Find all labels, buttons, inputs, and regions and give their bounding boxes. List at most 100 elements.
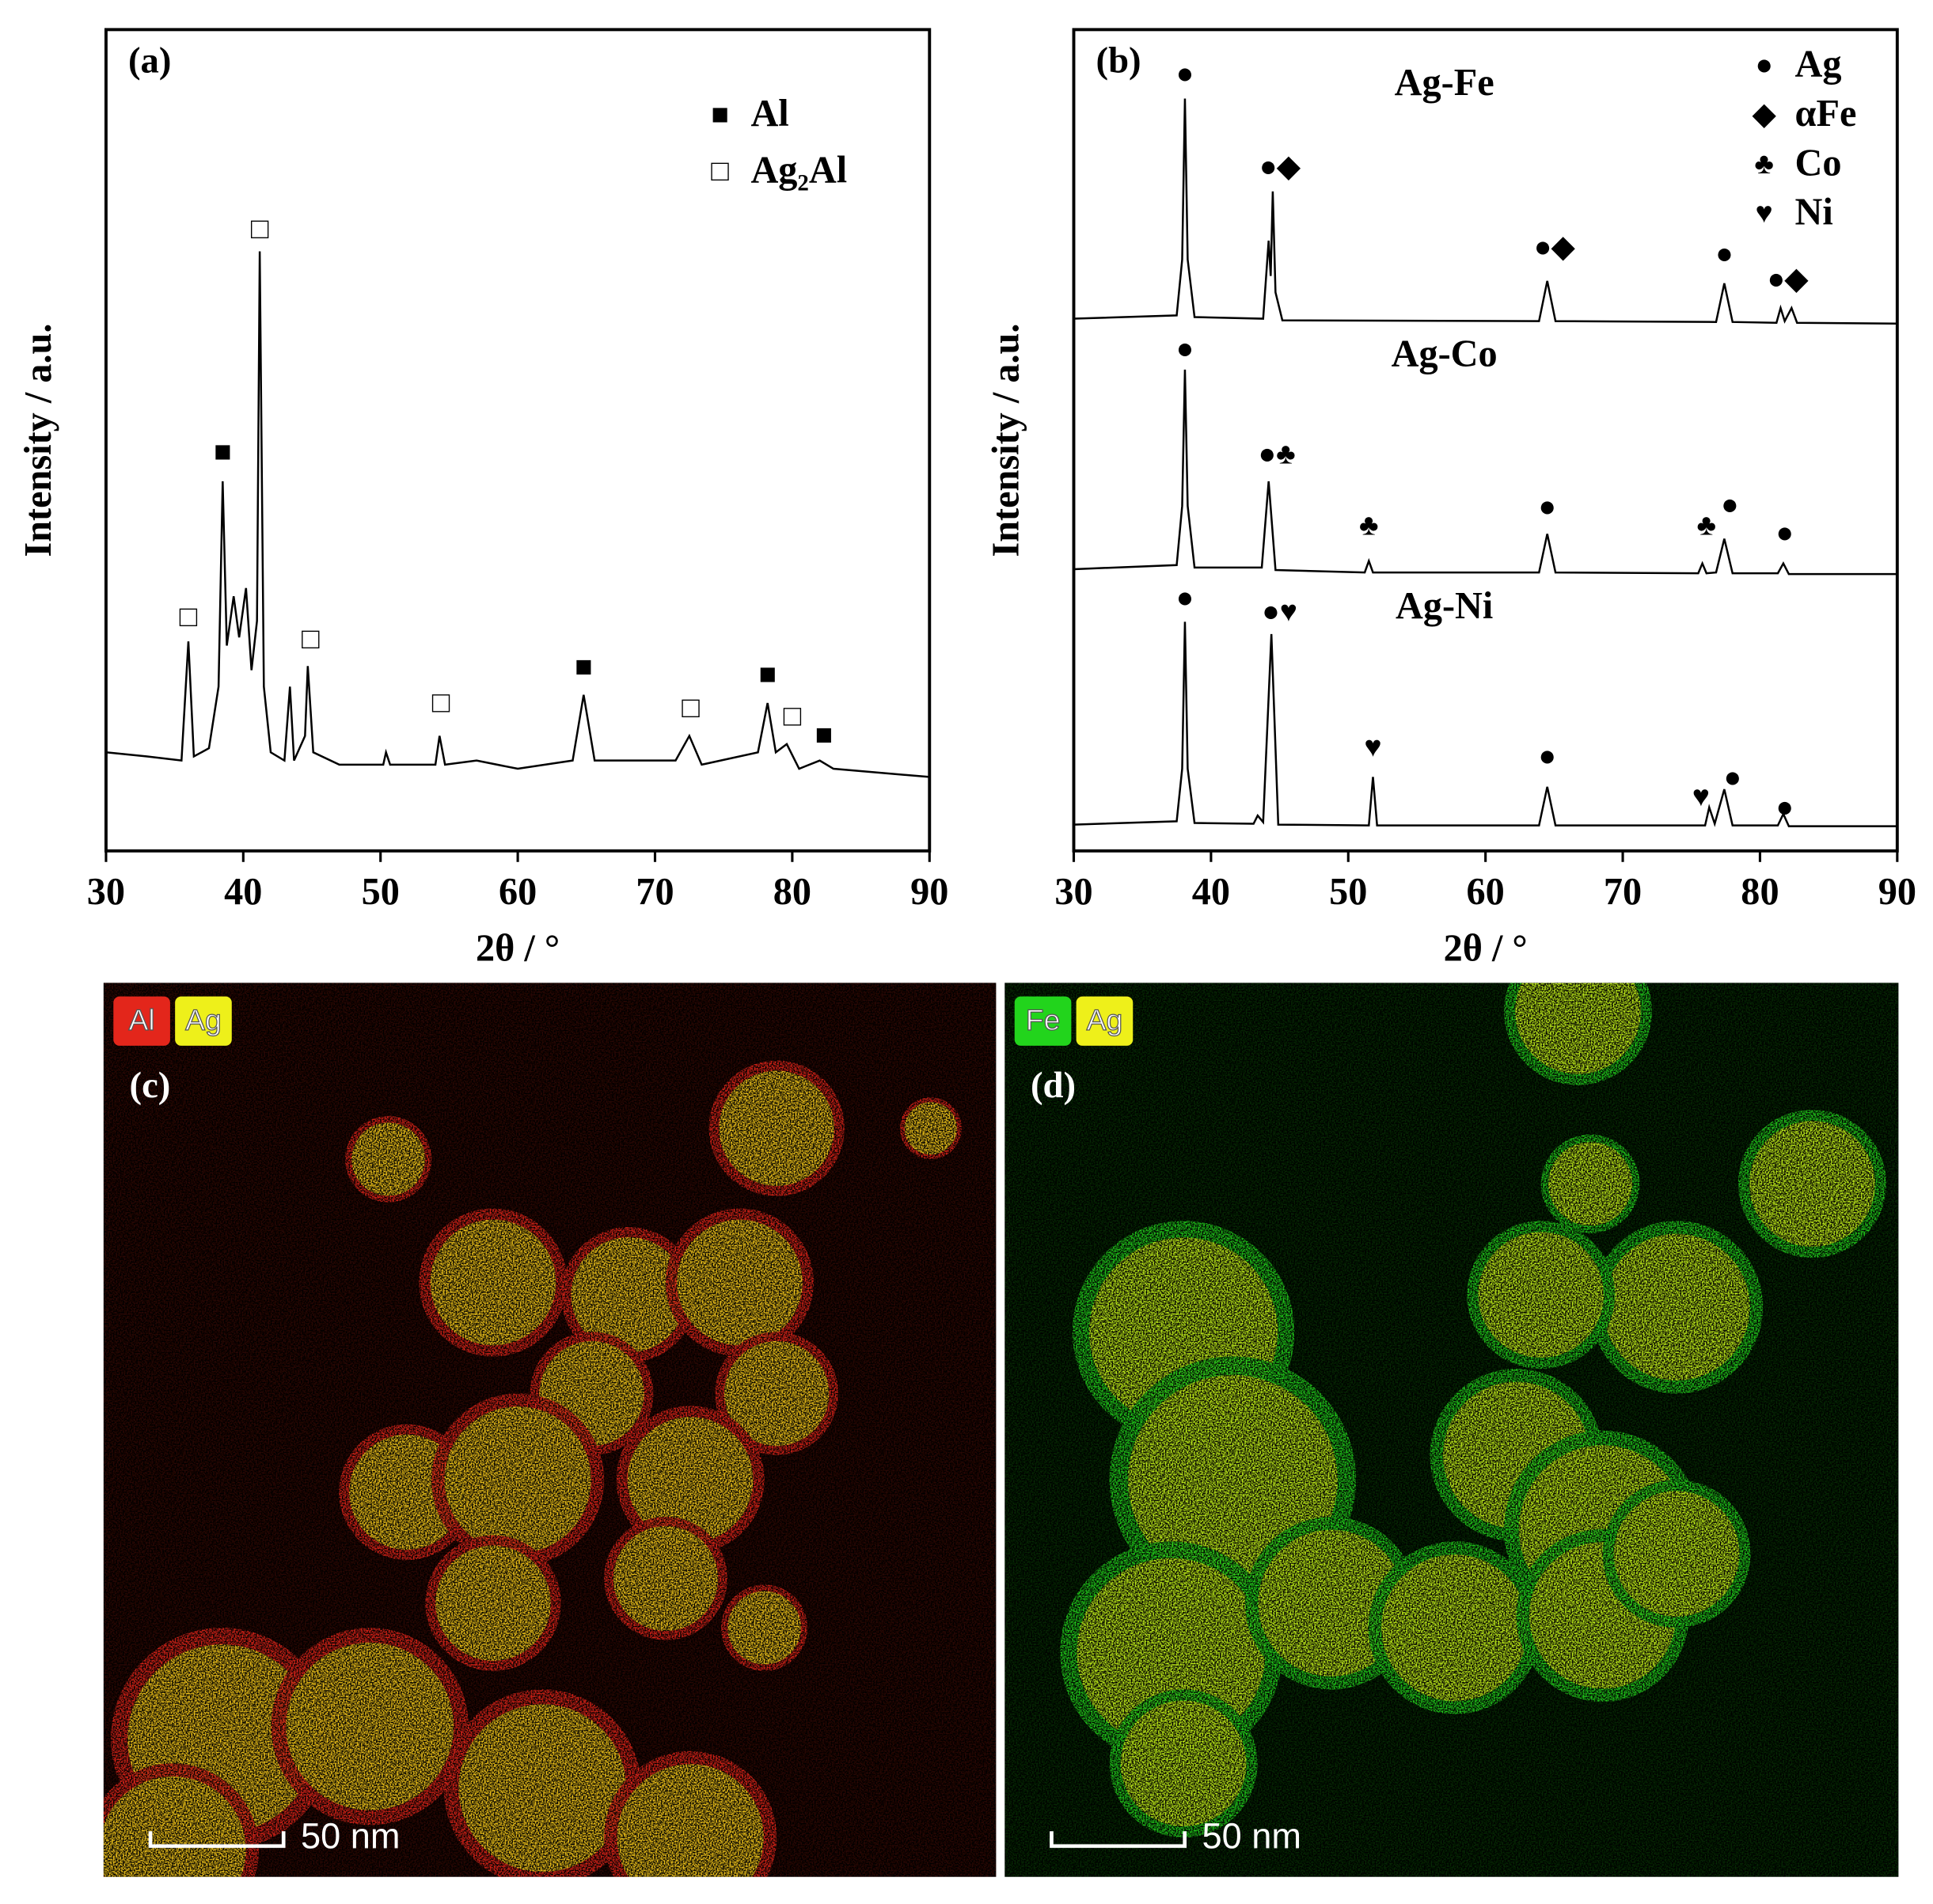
element-badge bbox=[175, 996, 232, 1046]
panel-label: (c) bbox=[130, 1065, 171, 1106]
particle-core bbox=[571, 1237, 687, 1353]
particle-core bbox=[617, 1764, 764, 1877]
peak-marker: ■ bbox=[815, 719, 833, 751]
particle-core bbox=[727, 1590, 801, 1665]
particle-core bbox=[351, 1122, 425, 1196]
peak-marker: ■ bbox=[758, 658, 777, 690]
particle-core bbox=[1478, 1232, 1605, 1358]
particle-core bbox=[719, 1070, 834, 1187]
x-tick-label: 80 bbox=[773, 871, 811, 913]
particle-core bbox=[1120, 1700, 1247, 1826]
peak-marker: ●♥ bbox=[1262, 596, 1297, 629]
panel-label: (b) bbox=[1096, 40, 1141, 82]
peak-marker: ● bbox=[1176, 582, 1194, 614]
x-tick-label: 70 bbox=[636, 871, 674, 913]
legend-label: Ni bbox=[1795, 192, 1833, 234]
legend-label: Ag bbox=[1795, 44, 1842, 86]
particle-core bbox=[1603, 1233, 1750, 1381]
x-tick-label: 30 bbox=[87, 871, 125, 913]
particle-core bbox=[1613, 1491, 1740, 1617]
scale-bar bbox=[148, 1831, 286, 1849]
y-axis-label: Intensity / a.u. bbox=[17, 324, 59, 557]
peak-marker: ● bbox=[1715, 238, 1734, 270]
spectrum-line bbox=[105, 251, 930, 778]
x-axis-label: 2θ / ° bbox=[476, 928, 560, 970]
particle-core bbox=[103, 1776, 246, 1877]
peak-marker: □ bbox=[302, 623, 320, 656]
y-axis-label: Intensity / a.u. bbox=[985, 324, 1027, 557]
element-badge bbox=[1014, 996, 1072, 1046]
eds-texture bbox=[103, 982, 997, 1877]
peak-marker: ● bbox=[1721, 489, 1739, 522]
x-axis-label: 2θ / ° bbox=[1444, 928, 1528, 970]
legend-symbol: ♥ bbox=[1756, 197, 1773, 230]
peak-marker: ●◆ bbox=[1767, 263, 1809, 295]
peak-marker: □ bbox=[784, 700, 802, 732]
eds-map bbox=[1004, 982, 1899, 1877]
peak-marker: ● bbox=[1723, 762, 1741, 794]
element-label: Fe bbox=[1026, 1003, 1061, 1036]
x-tick-label: 40 bbox=[1192, 871, 1230, 913]
series-label: Ag-Ni bbox=[1396, 585, 1493, 627]
legend-label: Co bbox=[1795, 142, 1842, 184]
x-tick-label: 40 bbox=[224, 871, 262, 913]
peak-marker: ●◆ bbox=[1259, 150, 1301, 183]
legend-symbol: ◆ bbox=[1752, 99, 1776, 131]
peak-marker: ● bbox=[1775, 517, 1794, 549]
peak-marker: ● bbox=[1775, 791, 1794, 823]
peak-marker: □ bbox=[682, 692, 700, 724]
legend-symbol: ● bbox=[1755, 49, 1773, 82]
legend-label: Al bbox=[750, 93, 788, 135]
element-label: Ag bbox=[185, 1003, 222, 1036]
particle-core bbox=[1749, 1120, 1875, 1247]
x-tick-label: 50 bbox=[1329, 871, 1367, 913]
scale-bar-label: 50 nm bbox=[301, 1815, 401, 1856]
x-tick-label: 60 bbox=[499, 871, 537, 913]
eds-texture bbox=[1004, 982, 1899, 1877]
peak-marker: ●◆ bbox=[1534, 231, 1576, 264]
x-tick-label: 60 bbox=[1467, 871, 1505, 913]
element-label: Ag bbox=[1087, 1003, 1123, 1036]
peak-marker: □ bbox=[251, 213, 269, 245]
legend-symbol: ♣ bbox=[1754, 148, 1774, 181]
peak-marker: □ bbox=[432, 687, 450, 720]
panel-label: (a) bbox=[128, 40, 171, 82]
element-label: Al bbox=[128, 1003, 154, 1036]
spectrum-line bbox=[1073, 98, 1897, 325]
particle-core bbox=[723, 1340, 830, 1446]
scale-bar-label: 50 nm bbox=[1202, 1815, 1301, 1856]
particle-core bbox=[286, 1642, 454, 1811]
series-label: Ag-Co bbox=[1392, 333, 1498, 374]
particle-core bbox=[904, 1102, 957, 1155]
panel-label: (d) bbox=[1031, 1065, 1076, 1106]
peak-marker: ♣ bbox=[1359, 510, 1379, 542]
eds-map bbox=[103, 982, 997, 1877]
spectrum-line bbox=[1073, 621, 1897, 827]
particle-core bbox=[458, 1704, 627, 1872]
element-badge bbox=[1076, 996, 1134, 1046]
particle-core bbox=[627, 1416, 754, 1543]
peak-marker: ■ bbox=[214, 435, 232, 468]
peak-marker: ■ bbox=[575, 651, 593, 683]
particle-core bbox=[1381, 1554, 1529, 1701]
particle-core bbox=[613, 1526, 719, 1631]
particle-core bbox=[430, 1219, 556, 1346]
peak-marker: ● bbox=[1538, 491, 1556, 523]
x-tick-label: 90 bbox=[910, 871, 948, 913]
legend-symbol: □ bbox=[711, 155, 729, 188]
peak-marker: ● bbox=[1538, 740, 1556, 773]
particle-core bbox=[1515, 982, 1641, 1074]
legend-symbol: ■ bbox=[711, 99, 729, 131]
peak-marker: ● bbox=[1176, 333, 1194, 366]
particle-core bbox=[1258, 1530, 1405, 1677]
particle-core bbox=[677, 1219, 803, 1346]
x-tick-label: 30 bbox=[1054, 871, 1092, 913]
peak-marker: ♥ bbox=[1692, 781, 1710, 813]
peak-marker: □ bbox=[180, 601, 198, 633]
particle-core bbox=[1548, 1142, 1632, 1226]
peak-marker: ♣ bbox=[1697, 510, 1717, 542]
x-tick-label: 90 bbox=[1878, 871, 1916, 913]
element-badge bbox=[113, 996, 170, 1046]
x-tick-label: 80 bbox=[1741, 871, 1779, 913]
